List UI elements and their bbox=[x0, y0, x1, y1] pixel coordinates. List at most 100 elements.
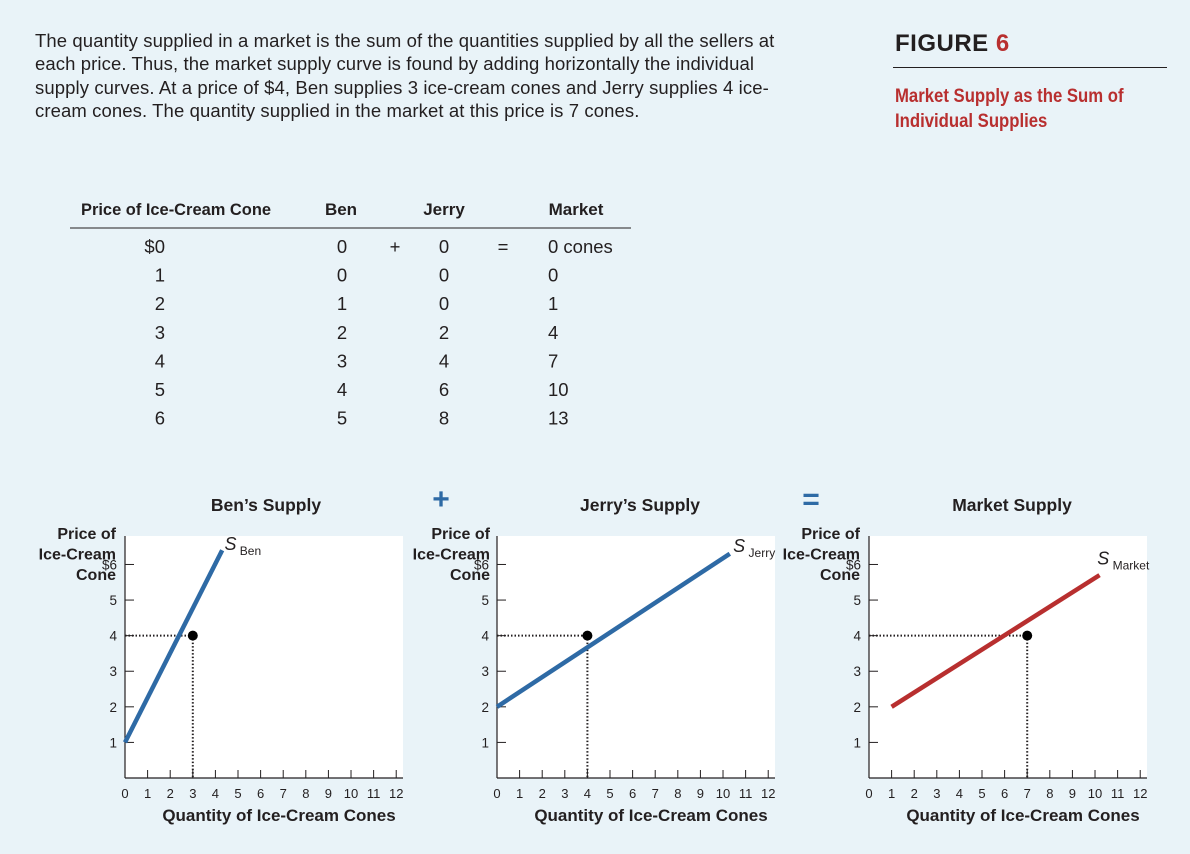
table-cell-jerry: 4 bbox=[439, 350, 449, 371]
table-cell-price: 2 bbox=[155, 293, 165, 314]
x-tick-label: 0 bbox=[493, 786, 500, 801]
x-tick-label: 0 bbox=[121, 786, 128, 801]
figure-label: FIGURE 6 bbox=[895, 30, 1010, 58]
table-cell-market: 10 bbox=[548, 379, 569, 400]
figure-caption: The quantity supplied in a market is the… bbox=[35, 30, 775, 121]
table-cell-market: 4 bbox=[548, 322, 558, 343]
supply-curve bbox=[122, 549, 225, 744]
x-tick-label: 11 bbox=[367, 786, 381, 801]
table-cell-market: 13 bbox=[548, 408, 569, 429]
figure-number: 6 bbox=[995, 30, 1010, 57]
x-tick-label: 6 bbox=[629, 786, 636, 801]
x-tick-label: 3 bbox=[933, 786, 940, 801]
table-cell-ben: 1 bbox=[337, 293, 347, 314]
y-tick-label: 2 bbox=[481, 700, 489, 715]
table-cell-price: 3 bbox=[155, 322, 165, 343]
table-cell-ben: 4 bbox=[337, 379, 347, 400]
y-tick-label: 2 bbox=[109, 700, 117, 715]
supply-curve bbox=[495, 551, 732, 709]
x-tick-label: 5 bbox=[978, 786, 985, 801]
y-tick-label: $6 bbox=[846, 557, 861, 572]
jerry-supply-chart: Jerry’s Supply Price of Ice-Cream Cone 0 1 2 3 4… bbox=[413, 495, 776, 825]
x-tick-label: 4 bbox=[212, 786, 219, 801]
y-tick-label: 1 bbox=[109, 735, 117, 750]
x-tick-label: 8 bbox=[1046, 786, 1053, 801]
x-tick-label: 3 bbox=[189, 786, 196, 801]
y-axis-label-line: Price of bbox=[431, 526, 490, 543]
x-tick-label: 11 bbox=[1111, 786, 1125, 801]
x-axis-title: Quantity of Ice-Cream Cones bbox=[162, 806, 395, 825]
supply-curve bbox=[890, 573, 1101, 709]
table-cell-jerry: 8 bbox=[439, 408, 449, 429]
y-axis-label-line: Ice-Cream bbox=[783, 547, 860, 564]
table-cell-ben: 2 bbox=[337, 322, 347, 343]
equilibrium-point bbox=[1022, 630, 1033, 641]
plus-operator: + bbox=[432, 483, 450, 516]
x-tick-label: 10 bbox=[344, 786, 358, 801]
supply-curve-subscript: Ben bbox=[236, 544, 261, 558]
x-tick-label: 3 bbox=[561, 786, 568, 801]
y-tick-label: 5 bbox=[853, 593, 861, 608]
table-cell-price: $0 bbox=[144, 236, 165, 257]
y-axis-label-line: Cone bbox=[450, 567, 490, 584]
y-axis-label-line: Ice-Cream bbox=[39, 547, 116, 564]
equilibrium-point bbox=[582, 630, 593, 641]
chart-title: Jerry’s Supply bbox=[580, 495, 700, 515]
x-tick-label: 6 bbox=[1001, 786, 1008, 801]
supply-curve-label: S Jerry bbox=[733, 536, 775, 560]
table-plus-sign: + bbox=[390, 236, 401, 257]
table-cell-jerry: 0 bbox=[439, 265, 449, 286]
x-tick-label: 9 bbox=[325, 786, 332, 801]
supply-curve-label: S Ben bbox=[224, 534, 261, 558]
x-tick-label: 8 bbox=[674, 786, 681, 801]
x-tick-label: 5 bbox=[234, 786, 241, 801]
x-tick-label: 4 bbox=[956, 786, 963, 801]
y-tick-label: 4 bbox=[481, 629, 489, 644]
equilibrium-point bbox=[187, 630, 198, 641]
x-tick-label: 8 bbox=[302, 786, 309, 801]
table-cell-market: 0 bbox=[548, 265, 558, 286]
y-tick-label: $6 bbox=[474, 557, 489, 572]
table-cell-ben: 0 bbox=[337, 265, 347, 286]
y-tick-label: 5 bbox=[481, 593, 489, 608]
table-cell-price: 1 bbox=[155, 265, 165, 286]
x-tick-label: 10 bbox=[1088, 786, 1102, 801]
x-tick-label: 0 bbox=[865, 786, 872, 801]
x-tick-label: 7 bbox=[1024, 786, 1031, 801]
x-axis-title: Quantity of Ice-Cream Cones bbox=[906, 806, 1139, 825]
equals-operator: = bbox=[802, 483, 820, 516]
table-header-jerry: Jerry bbox=[423, 200, 465, 219]
x-tick-label: 2 bbox=[911, 786, 918, 801]
y-axis-label-line: Price of bbox=[57, 526, 116, 543]
table-cell-jerry: 2 bbox=[439, 322, 449, 343]
plot-area bbox=[125, 536, 403, 778]
table-cell-price: 5 bbox=[155, 379, 165, 400]
supply-curve-subscript: Jerry bbox=[745, 546, 775, 560]
supply-curve-label: S Market bbox=[1097, 548, 1150, 572]
y-axis-label-line: Ice-Cream bbox=[413, 547, 490, 564]
y-tick-label: 1 bbox=[853, 735, 861, 750]
chart-title: Market Supply bbox=[952, 495, 1072, 515]
x-tick-label: 11 bbox=[739, 786, 753, 801]
y-tick-label: $6 bbox=[102, 557, 117, 572]
x-tick-label: 7 bbox=[280, 786, 287, 801]
table-cell-market: 1 bbox=[548, 293, 558, 314]
plot-area bbox=[869, 536, 1147, 778]
x-tick-label: 2 bbox=[167, 786, 174, 801]
table-cell-price: 4 bbox=[155, 350, 165, 371]
y-axis-label-line: Cone bbox=[820, 567, 860, 584]
y-tick-label: 3 bbox=[109, 664, 117, 679]
graph-operators: + = bbox=[432, 483, 820, 516]
supply-curve-symbol: S bbox=[224, 534, 236, 554]
y-tick-label: 1 bbox=[481, 735, 489, 750]
x-axis-title: Quantity of Ice-Cream Cones bbox=[534, 806, 767, 825]
table-cell-price: 6 bbox=[155, 408, 165, 429]
table-header-price: Price of Ice-Cream Cone bbox=[81, 200, 271, 219]
x-tick-label: 5 bbox=[606, 786, 613, 801]
x-tick-label: 1 bbox=[888, 786, 895, 801]
table-cell-ben: 5 bbox=[337, 408, 347, 429]
y-axis-label-line: Cone bbox=[76, 567, 116, 584]
y-tick-label: 2 bbox=[853, 700, 861, 715]
